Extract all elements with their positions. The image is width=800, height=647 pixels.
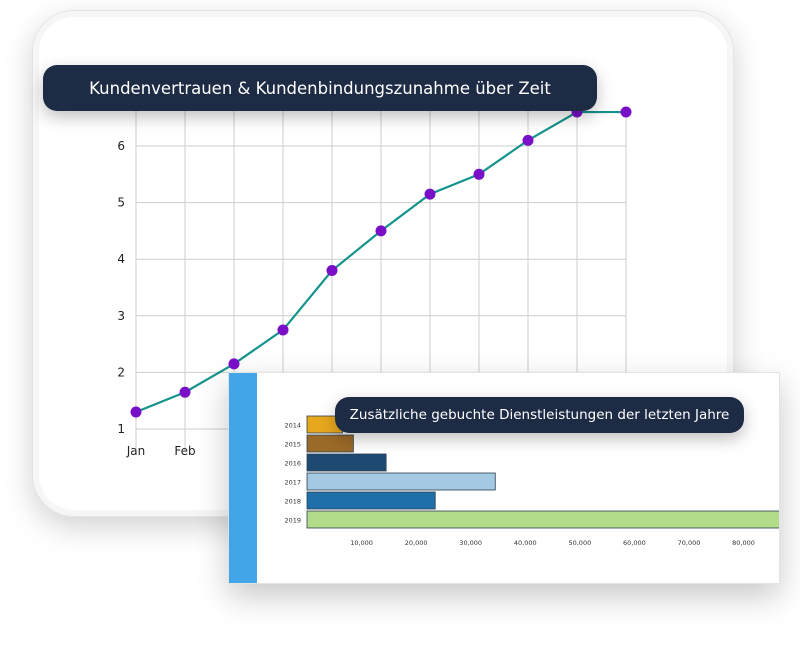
x-tick-label: 40,000 (514, 539, 537, 547)
y-tick-label: 6 (117, 139, 125, 153)
data-point (228, 358, 240, 370)
y-tick-label: 2 (117, 365, 125, 379)
y-tick-label: 3 (117, 309, 125, 323)
x-tick-label: Jan (126, 444, 146, 458)
x-tick-label: 50,000 (568, 539, 591, 547)
data-point (130, 406, 142, 418)
bar (306, 472, 496, 491)
bar-category-label: 2015 (284, 441, 301, 449)
bar (306, 434, 354, 453)
data-point (326, 265, 338, 277)
line-chart-title: Kundenvertrauen & Kundenbindungszunahme … (43, 65, 597, 111)
bar-category-label: 2019 (284, 517, 301, 525)
x-tick-label: 10,000 (350, 539, 373, 547)
bar (306, 491, 436, 510)
data-point (375, 225, 387, 237)
bar (306, 510, 779, 529)
y-tick-label: 4 (117, 252, 125, 266)
bar-category-label: 2017 (284, 479, 301, 487)
data-point (424, 188, 436, 200)
data-point (277, 324, 289, 336)
accent-strip (229, 373, 257, 583)
x-tick-label: 20,000 (405, 539, 428, 547)
x-tick-label: 70,000 (678, 539, 701, 547)
data-point (179, 386, 191, 398)
bar (306, 453, 387, 472)
data-point (473, 168, 485, 180)
y-tick-label: 5 (117, 196, 125, 210)
bar-category-label: 2016 (284, 460, 301, 468)
x-tick-label: Feb (174, 444, 195, 458)
bar-category-label: 2014 (284, 422, 301, 430)
bar-category-label: 2018 (284, 498, 301, 506)
data-point (522, 134, 534, 146)
bar-chart: 2014 2015 2016 2017 2018 2019 10,000 20,000 30,0… (284, 415, 779, 547)
x-tick-label: 60,000 (623, 539, 646, 547)
bar-chart-title: Zusätzliche gebuchte Dienstleistungen de… (335, 397, 744, 433)
data-point (620, 106, 632, 118)
y-tick-label: 1 (117, 422, 125, 436)
x-tick-label: 80,000 (732, 539, 755, 547)
x-tick-label: 30,000 (459, 539, 482, 547)
